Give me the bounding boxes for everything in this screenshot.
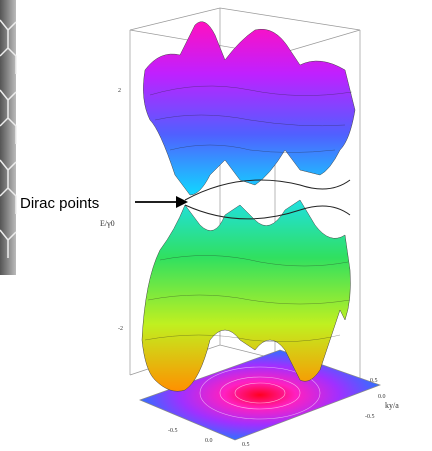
ky-axis-label: ky/a xyxy=(385,401,399,410)
energy-tick-label: 2 xyxy=(118,88,121,94)
dirac-lines xyxy=(185,180,350,219)
annotation: Dirac points xyxy=(20,195,188,212)
floor-tick-label: 0.0 xyxy=(378,394,386,400)
floor-tick-label: -0.5 xyxy=(168,428,178,434)
floor-tick-label: 0.5 xyxy=(370,378,378,384)
energy-tick-label: -2 xyxy=(118,326,123,332)
floor-tick-label: 0.5 xyxy=(242,442,250,448)
conduction-band xyxy=(143,22,355,195)
band-structure-figure: Dirac points E/γ0 ky/a 2 -2 -0.5 0.0 0.5… xyxy=(0,0,432,451)
annotation-label: Dirac points xyxy=(20,195,99,212)
energy-axis-label: E/γ0 xyxy=(100,219,115,228)
floor-tick-label: 0.0 xyxy=(205,438,213,444)
lattice-strip xyxy=(0,0,16,275)
floor-tick-label: -0.5 xyxy=(365,414,375,420)
